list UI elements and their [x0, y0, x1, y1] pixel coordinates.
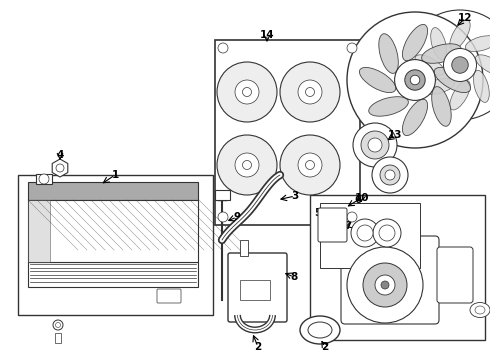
Bar [28, 200, 50, 262]
Bar [320, 203, 420, 268]
Circle shape [379, 225, 395, 241]
Ellipse shape [473, 70, 490, 103]
Circle shape [347, 12, 483, 148]
Ellipse shape [402, 24, 428, 61]
Ellipse shape [415, 55, 444, 75]
Text: 13: 13 [388, 130, 402, 140]
Ellipse shape [300, 316, 340, 344]
FancyBboxPatch shape [318, 208, 347, 242]
Circle shape [280, 135, 340, 195]
Circle shape [452, 57, 468, 73]
Bar [28, 182, 198, 200]
Ellipse shape [308, 322, 332, 338]
Ellipse shape [432, 87, 451, 126]
Text: 4: 4 [56, 150, 64, 160]
Bar [240, 280, 270, 300]
FancyBboxPatch shape [437, 247, 473, 303]
Circle shape [235, 80, 259, 104]
Circle shape [443, 49, 476, 81]
Circle shape [298, 80, 322, 104]
Bar [36, 174, 52, 184]
FancyBboxPatch shape [157, 289, 181, 303]
Ellipse shape [369, 97, 408, 116]
Circle shape [305, 161, 315, 170]
Ellipse shape [434, 67, 470, 93]
Bar [215, 190, 230, 200]
Bar [55, 333, 61, 343]
Circle shape [361, 131, 389, 159]
Circle shape [394, 60, 436, 100]
FancyBboxPatch shape [228, 253, 287, 322]
Circle shape [217, 135, 277, 195]
Circle shape [373, 219, 401, 247]
Circle shape [381, 281, 389, 289]
Text: 10: 10 [355, 193, 369, 203]
Circle shape [385, 170, 395, 180]
Ellipse shape [402, 99, 428, 136]
Circle shape [39, 174, 49, 184]
Text: 14: 14 [260, 30, 274, 40]
Bar [240, 240, 248, 256]
Circle shape [353, 123, 397, 167]
Text: 6: 6 [354, 195, 362, 205]
Ellipse shape [476, 55, 490, 75]
Text: 5: 5 [315, 208, 321, 218]
Ellipse shape [421, 44, 461, 63]
Circle shape [363, 263, 407, 307]
Circle shape [305, 87, 315, 96]
Circle shape [347, 212, 357, 222]
Circle shape [347, 43, 357, 53]
Circle shape [243, 161, 251, 170]
Circle shape [217, 62, 277, 122]
Bar [215, 40, 360, 225]
Circle shape [53, 320, 63, 330]
Bar [28, 200, 198, 262]
Bar [28, 262, 198, 287]
Circle shape [375, 275, 395, 295]
Circle shape [243, 87, 251, 96]
Text: 3: 3 [292, 191, 298, 201]
Text: 2: 2 [254, 342, 262, 352]
Circle shape [298, 153, 322, 177]
Ellipse shape [360, 67, 396, 93]
Circle shape [410, 75, 420, 85]
Ellipse shape [466, 36, 490, 51]
Text: 7: 7 [344, 221, 352, 231]
Text: 8: 8 [291, 272, 297, 282]
Ellipse shape [379, 34, 398, 73]
Ellipse shape [450, 20, 470, 49]
Circle shape [218, 43, 228, 53]
Text: 11: 11 [446, 260, 460, 270]
Ellipse shape [470, 302, 490, 318]
Ellipse shape [431, 28, 446, 60]
Circle shape [357, 225, 373, 241]
Circle shape [347, 247, 423, 323]
Text: 9: 9 [233, 212, 241, 222]
Ellipse shape [422, 78, 455, 94]
Text: 1: 1 [111, 170, 119, 180]
Circle shape [372, 157, 408, 193]
Circle shape [405, 10, 490, 120]
Bar [310, 195, 485, 340]
Circle shape [380, 165, 400, 185]
Circle shape [218, 212, 228, 222]
Circle shape [56, 164, 64, 172]
Ellipse shape [475, 306, 485, 314]
Ellipse shape [450, 81, 470, 110]
Circle shape [235, 153, 259, 177]
FancyBboxPatch shape [341, 236, 439, 324]
Circle shape [351, 219, 379, 247]
Text: 12: 12 [458, 13, 472, 23]
Circle shape [55, 323, 60, 328]
Circle shape [368, 138, 382, 152]
Circle shape [280, 62, 340, 122]
Text: 2: 2 [321, 342, 329, 352]
Circle shape [405, 70, 425, 90]
Bar [18, 175, 213, 315]
